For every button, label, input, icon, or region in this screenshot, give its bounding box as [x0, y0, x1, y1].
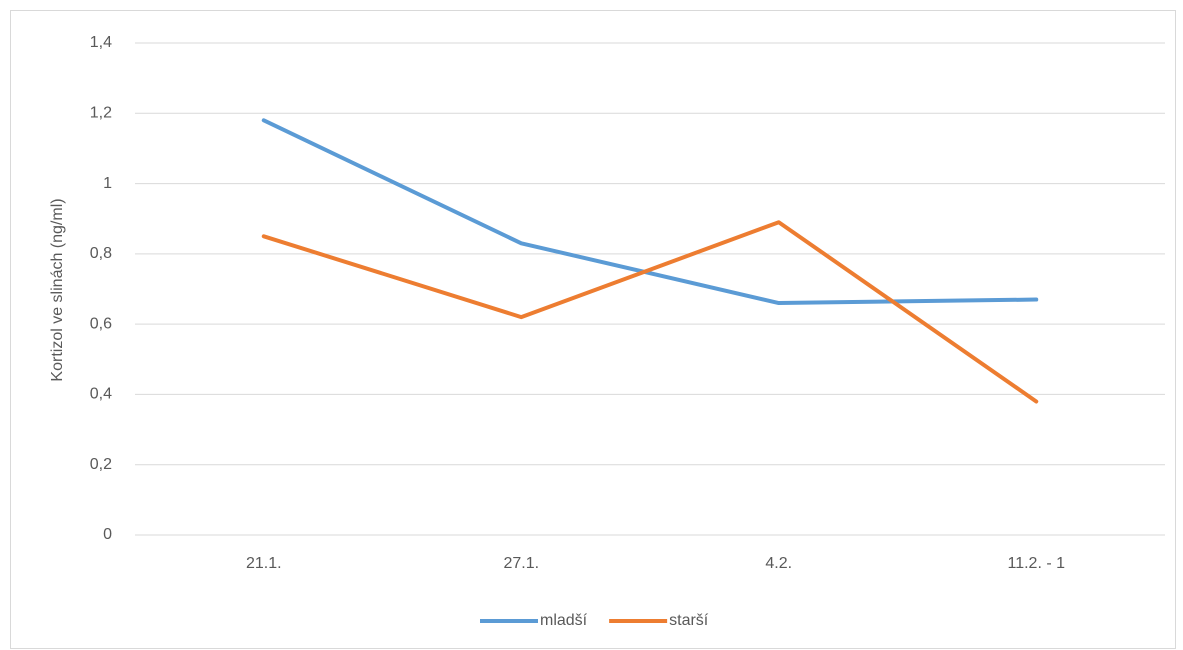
y-tick-label: 0,8	[90, 245, 112, 262]
y-tick-label: 0,2	[90, 456, 112, 473]
x-tick-label: 11.2. - 1	[1007, 555, 1065, 572]
y-tick-label: 0,4	[90, 386, 112, 403]
legend-label: starší	[669, 612, 709, 629]
y-tick-label: 1,2	[90, 105, 112, 122]
y-axis-label: Kortizol ve slinách (ng/ml)	[49, 198, 66, 381]
legend-label: mladší	[540, 612, 588, 629]
x-tick-label: 21.1.	[246, 555, 282, 572]
x-tick-label: 27.1.	[503, 555, 539, 572]
chart-border	[10, 10, 1176, 649]
y-tick-label: 1	[103, 175, 112, 192]
series-line	[261, 220, 1039, 404]
y-tick-label: 1,4	[90, 34, 112, 51]
y-tick-label: 0	[103, 526, 112, 543]
series-line	[261, 118, 1039, 306]
y-tick-label: 0,6	[90, 315, 112, 332]
x-tick-label: 4.2.	[765, 555, 792, 572]
